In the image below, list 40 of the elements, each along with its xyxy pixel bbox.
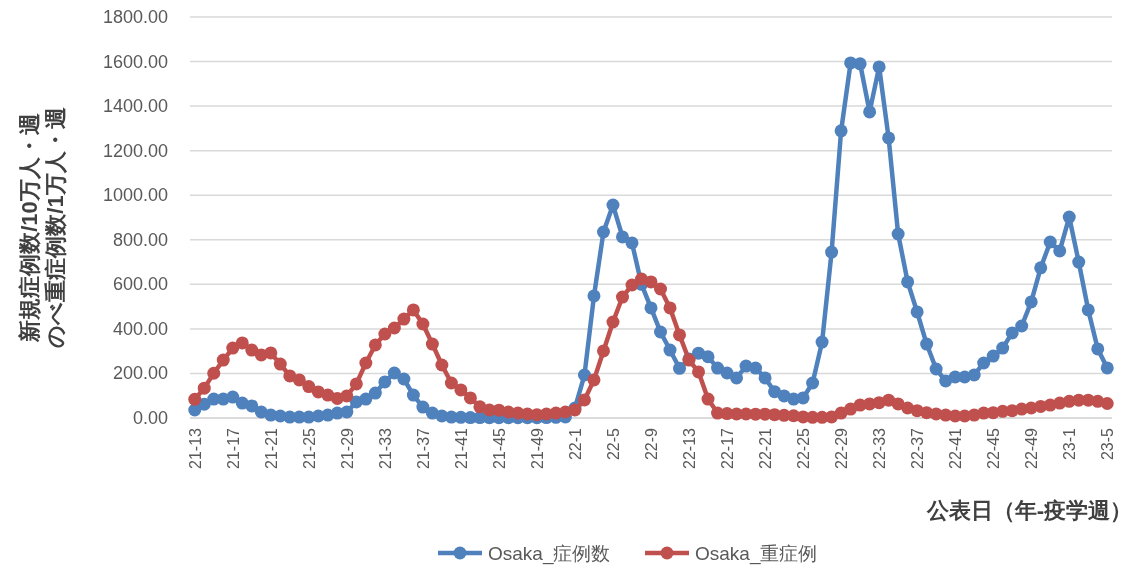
x-tick-label: 22-9 [643,427,660,461]
y-tick-label: 1400.00 [102,96,168,117]
x-tick-label: 21-13 [186,427,204,469]
x-tick-label: 22-17 [719,427,737,469]
legend-label: Osaka_症例数 [488,543,611,565]
x-tick-label: 21-25 [300,427,318,469]
x-tick-label: 22-49 [1023,427,1041,469]
x-tick-label: 21-45 [490,427,508,469]
x-tick-label: 22-25 [795,427,813,469]
x-tick-label: 22-29 [833,427,851,469]
y-tick-label: 0.00 [132,408,168,428]
y-tick-label: 1200.00 [102,140,168,161]
x-tick-label: 21-17 [224,427,242,469]
x-tick-label: 22-45 [985,427,1003,469]
x-tick-label: 21-49 [528,427,546,469]
x-tick-label: 21-41 [452,427,470,469]
x-axis-title: 公表日（年-疫学週） [925,498,1132,523]
x-tick-label: 22-33 [871,427,889,469]
y-tick-label: 800.00 [112,229,168,250]
x-tick-label: 22-37 [909,427,927,469]
x-tick-label: 22-13 [681,427,699,469]
x-tick-label: 22-41 [947,427,965,469]
x-tick-label: 22-1 [566,427,584,461]
x-tick-label: 23-1 [1061,427,1079,461]
text: 新規症例数/10万人・週 [17,113,42,342]
text: のべ重症例数/1万人・週 [43,107,68,348]
x-tick-label: 21-21 [262,427,280,469]
legend-label: Osaka_重症例 [695,543,818,565]
x-tick-label: 21-37 [414,427,432,469]
y-tick-label: 600.00 [112,274,168,295]
x-tick-label: 22-5 [604,427,622,461]
y-tick-label: 400.00 [112,318,168,339]
x-tick-label: 22-21 [757,427,775,469]
x-tick-label: 23-5 [1099,427,1117,461]
y-tick-label: 1000.00 [102,185,168,206]
x-tick-label: 21-29 [338,427,356,469]
y-tick-label: 1800.00 [102,7,168,27]
y-tick-label: 1600.00 [102,51,168,72]
y-tick-label: 200.00 [112,363,168,384]
x-tick-label: 21-33 [376,427,394,469]
